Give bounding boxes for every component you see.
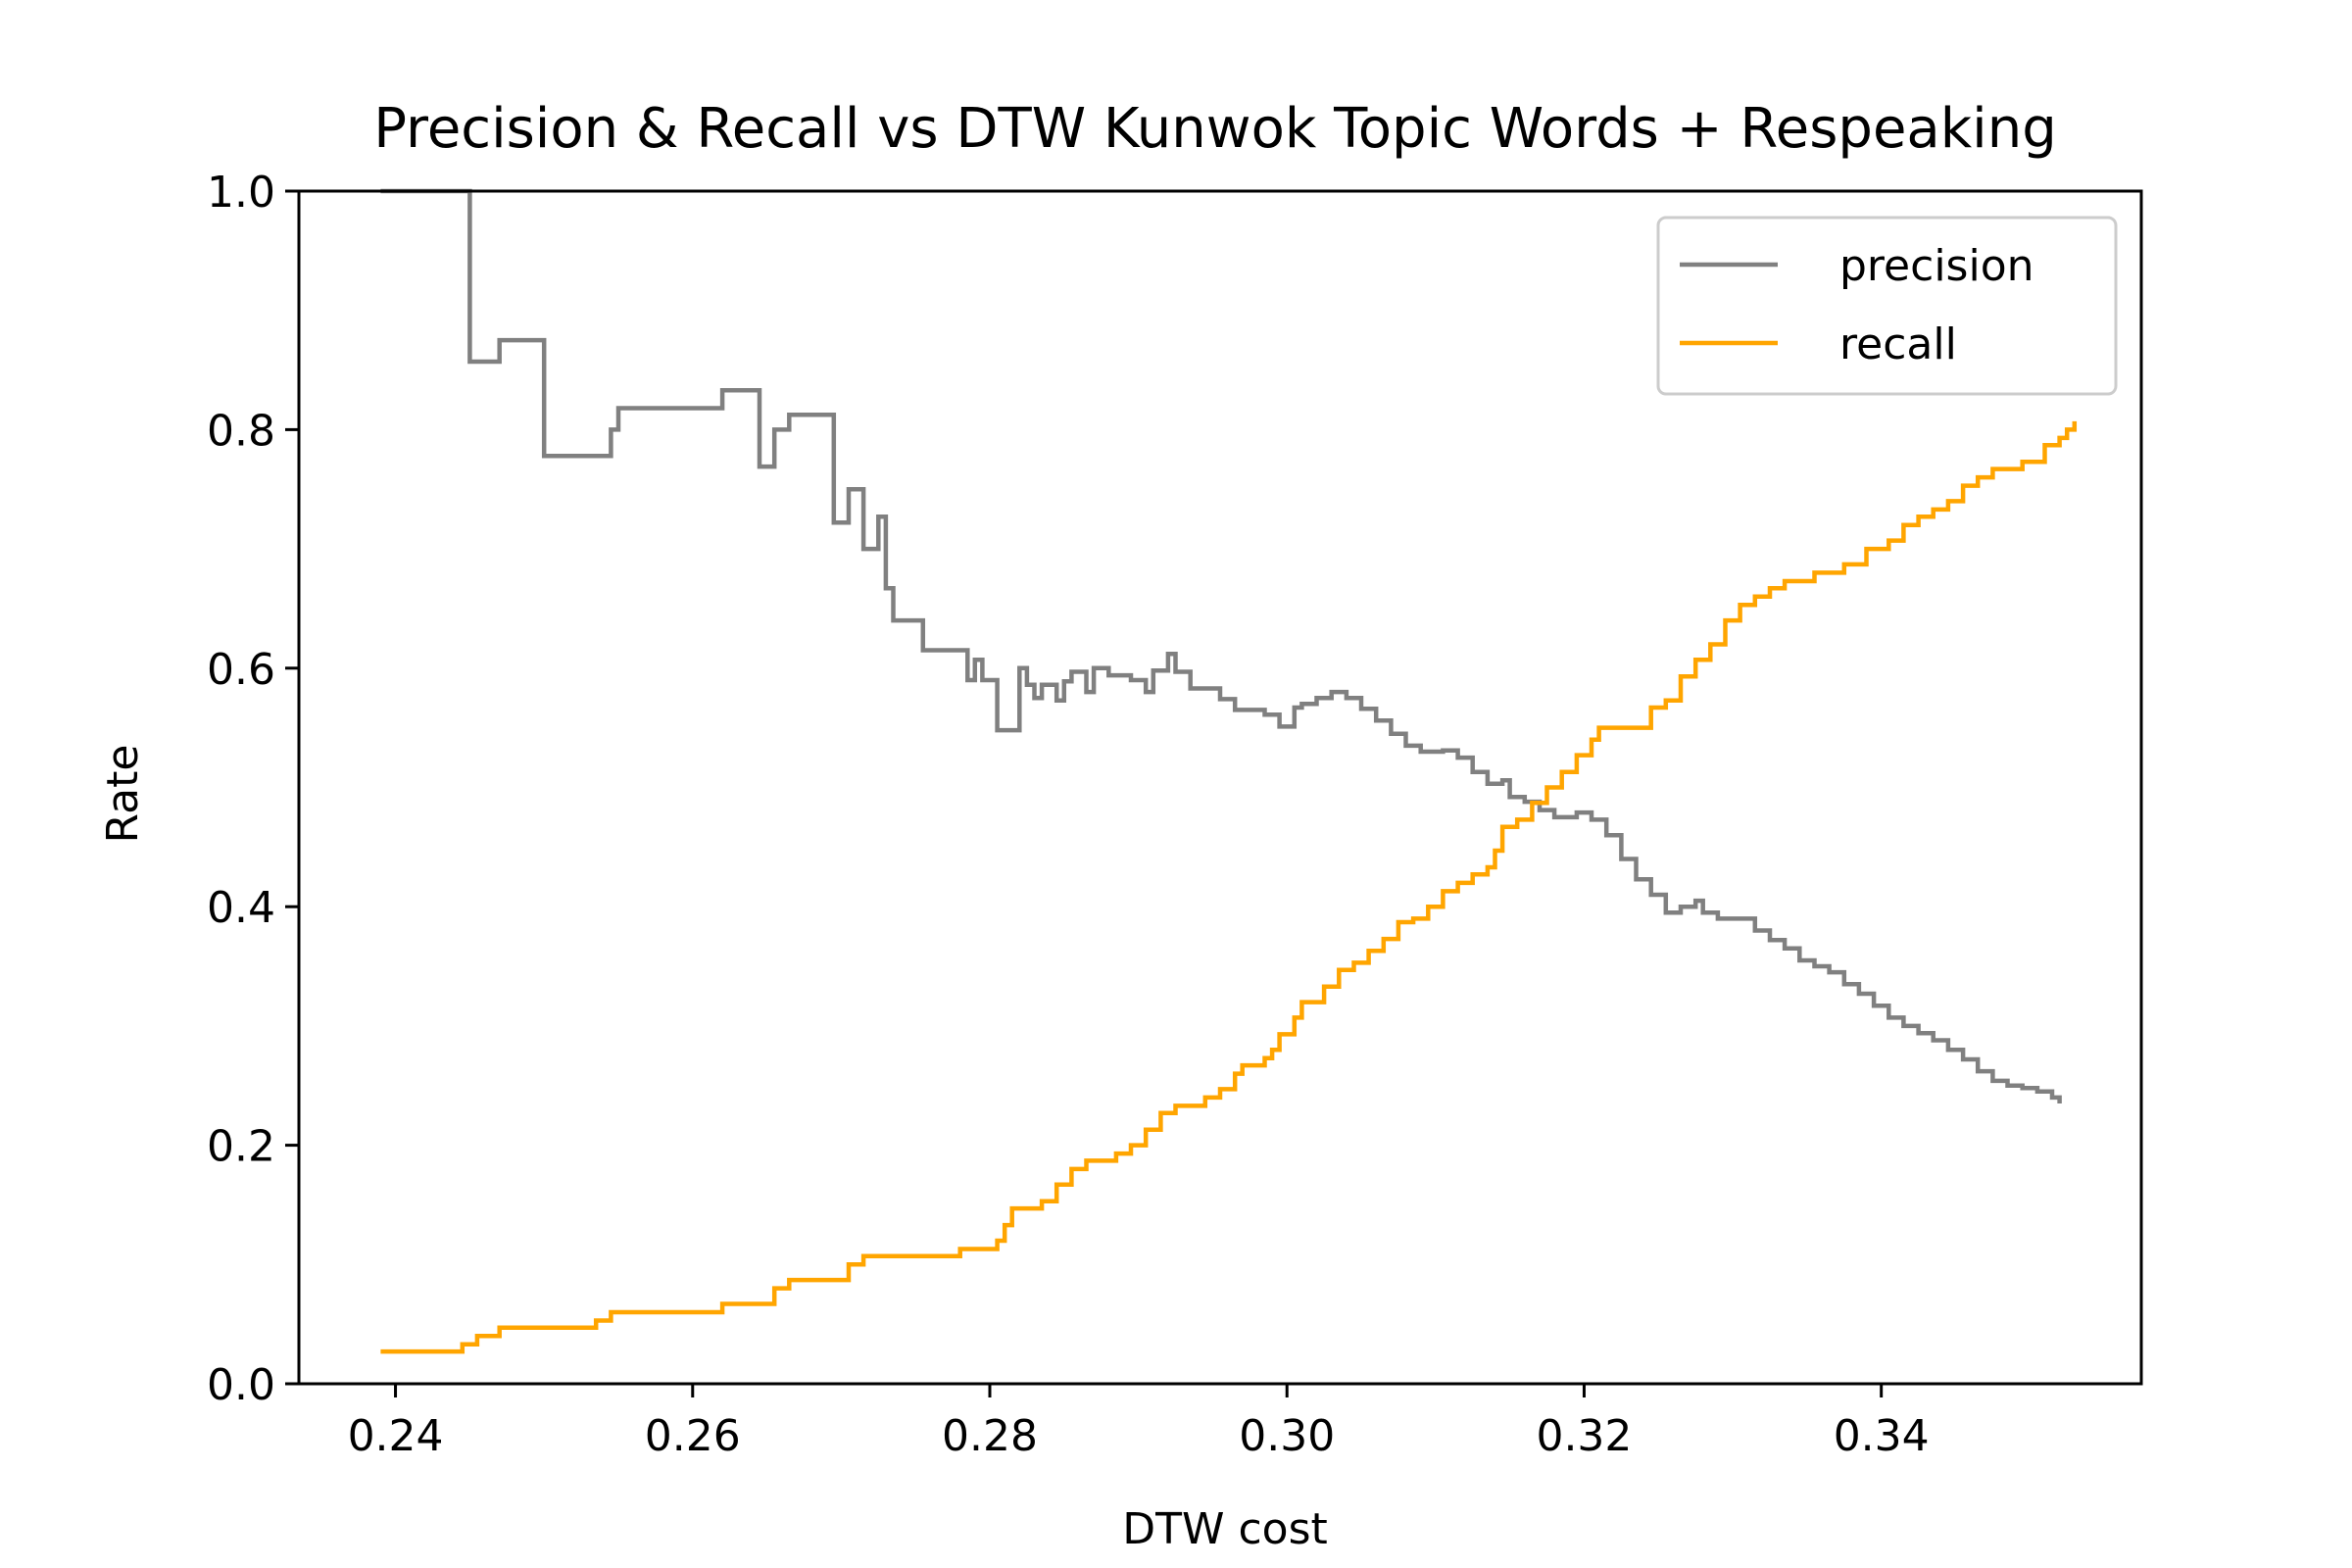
legend-label-recall: recall — [1839, 319, 1957, 369]
y-tick-label: 0.2 — [207, 1122, 275, 1172]
x-tick-label: 0.24 — [348, 1411, 444, 1461]
plot-frame — [297, 189, 2143, 1386]
chart-title: Precision & Recall vs DTW Kunwok Topic W… — [373, 97, 2057, 161]
y-tick-label: 0.8 — [207, 406, 275, 456]
x-tick-label: 0.32 — [1536, 1411, 1632, 1461]
x-axis: 0.24 0.26 0.28 0.30 0.32 0.34 — [348, 1384, 1930, 1461]
y-axis-label: Rate — [98, 745, 148, 844]
x-tick-label: 0.30 — [1239, 1411, 1335, 1461]
y-tick-label: 0.0 — [207, 1360, 275, 1410]
x-tick-label: 0.34 — [1834, 1411, 1930, 1461]
x-tick-label: 0.28 — [942, 1411, 1038, 1461]
y-tick-label: 1.0 — [207, 168, 275, 218]
legend-label-precision: precision — [1839, 241, 2034, 291]
x-tick-label: 0.26 — [645, 1411, 741, 1461]
series-line-precision — [380, 188, 2062, 1103]
plot-lines — [380, 188, 2078, 1354]
legend-box — [1656, 216, 2118, 396]
y-tick-label: 0.6 — [207, 645, 275, 695]
series-line-recall — [380, 420, 2078, 1354]
y-axis: 0.0 0.2 0.4 0.6 0.8 1.0 — [207, 168, 299, 1410]
y-tick-label: 0.4 — [207, 883, 275, 933]
legend: precision recall — [1656, 216, 2118, 396]
x-axis-label: DTW cost — [1122, 1504, 1328, 1554]
